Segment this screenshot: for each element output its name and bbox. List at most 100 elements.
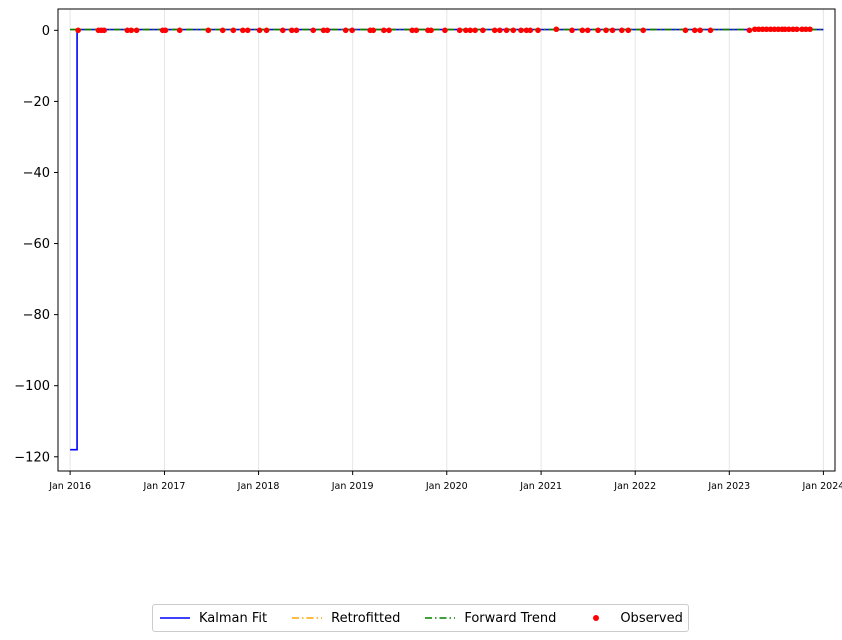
observed-point bbox=[535, 27, 541, 34]
observed-point bbox=[205, 27, 212, 34]
observed-point bbox=[782, 26, 788, 33]
observed-point bbox=[790, 26, 796, 33]
observed-point bbox=[682, 27, 689, 34]
observed-point bbox=[584, 27, 591, 34]
legend-label: Kalman Fit bbox=[199, 610, 268, 626]
observed-point bbox=[75, 27, 81, 34]
observed-point bbox=[794, 26, 800, 33]
observed-point bbox=[442, 27, 448, 34]
y-tick-label: 0 bbox=[42, 24, 50, 39]
observed-point bbox=[625, 27, 632, 34]
observed-point bbox=[240, 27, 246, 34]
legend-item-forward-trend: Forward Trend bbox=[424, 611, 556, 626]
x-tick-label: Jan 2018 bbox=[237, 481, 280, 492]
x-tick-label: Jan 2023 bbox=[707, 481, 750, 492]
observed-point bbox=[472, 27, 478, 34]
x-tick-label: Jan 2022 bbox=[613, 481, 656, 492]
observed-point bbox=[244, 27, 251, 34]
observed-point bbox=[595, 27, 601, 34]
observed-point bbox=[279, 27, 286, 34]
observed-point bbox=[381, 27, 387, 34]
x-axis: Jan 2016 Jan 2017 Jan 2018 Jan 2019 Jan 2020… bbox=[48, 471, 842, 492]
observed-point bbox=[133, 27, 140, 34]
y-tick-label: −100 bbox=[14, 379, 50, 394]
observed-point bbox=[755, 26, 762, 33]
observed-point bbox=[527, 27, 534, 34]
observed-point bbox=[523, 27, 530, 34]
observed-point bbox=[569, 27, 575, 34]
observed-point bbox=[293, 27, 300, 34]
observed-point bbox=[428, 27, 434, 34]
legend-swatch-solid-line bbox=[160, 617, 190, 619]
observed-point bbox=[510, 27, 517, 34]
legend-swatch-dashdot-line bbox=[425, 617, 456, 619]
y-tick-label: −60 bbox=[23, 237, 50, 252]
observed-point bbox=[289, 27, 295, 34]
x-tick-label: Jan 2024 bbox=[801, 481, 842, 492]
observed-point bbox=[370, 27, 377, 34]
observed-point bbox=[230, 27, 237, 34]
observed-point bbox=[786, 26, 792, 33]
observed-point bbox=[752, 26, 758, 33]
legend-item-retrofitted: Retrofitted bbox=[291, 611, 400, 626]
series-layer bbox=[70, 26, 824, 451]
legend: Kalman Fit Retrofitted Forward Trend Obs… bbox=[152, 604, 689, 632]
observed-point bbox=[320, 27, 327, 34]
observed-point bbox=[803, 26, 809, 33]
observed-point bbox=[162, 27, 169, 34]
observed-point bbox=[746, 27, 753, 34]
legend-label: Retrofitted bbox=[331, 610, 401, 626]
legend-swatch-dashdot-line bbox=[292, 617, 323, 619]
observed-point bbox=[775, 26, 782, 33]
observed-point bbox=[807, 26, 813, 33]
observed-point bbox=[342, 27, 349, 34]
observed-point bbox=[640, 27, 646, 34]
observed-point bbox=[697, 27, 703, 34]
x-tick-label: Jan 2021 bbox=[519, 481, 562, 492]
observed-point bbox=[771, 26, 778, 33]
observed-point bbox=[219, 27, 226, 34]
observed-point bbox=[386, 27, 392, 34]
observed-point bbox=[456, 27, 463, 34]
observed-point bbox=[691, 27, 698, 34]
observed-point bbox=[707, 27, 714, 34]
observed-point bbox=[579, 27, 586, 34]
y-tick-label: −40 bbox=[23, 166, 50, 181]
observed-point bbox=[799, 26, 805, 33]
observed-point bbox=[603, 27, 609, 34]
legend-label: Forward Trend bbox=[464, 610, 557, 626]
observed-point bbox=[467, 27, 474, 34]
observed-point bbox=[619, 27, 625, 34]
observed-point bbox=[310, 27, 317, 34]
observed-point bbox=[124, 27, 131, 34]
observed-point bbox=[463, 27, 469, 34]
observed-point bbox=[497, 27, 503, 34]
y-tick-label: −120 bbox=[14, 450, 50, 465]
observed-point bbox=[759, 26, 766, 33]
legend-item-kalman-fit: Kalman Fit bbox=[159, 611, 267, 626]
legend-item-observed: Observed bbox=[580, 611, 683, 626]
observed-point bbox=[491, 27, 498, 34]
observed-point bbox=[176, 27, 183, 34]
y-tick-label: −80 bbox=[23, 308, 50, 323]
observed-point bbox=[256, 27, 263, 34]
observed-point bbox=[763, 26, 770, 33]
observed-point bbox=[609, 27, 616, 34]
observed-point bbox=[101, 27, 107, 34]
observed-point bbox=[480, 27, 486, 34]
observed-point bbox=[553, 26, 560, 33]
observed-point bbox=[409, 27, 416, 34]
observed-point bbox=[767, 26, 774, 33]
observed-point bbox=[518, 27, 524, 34]
x-tick-label: Jan 2020 bbox=[425, 481, 468, 492]
legend-swatch-marker bbox=[593, 615, 600, 621]
legend-label: Observed bbox=[620, 610, 683, 626]
x-tick-label: Jan 2019 bbox=[331, 481, 374, 492]
observed-point bbox=[128, 27, 135, 34]
x-tick-label: Jan 2017 bbox=[143, 481, 186, 492]
observed-point bbox=[503, 27, 510, 34]
chart-grid bbox=[69, 9, 824, 471]
observed-point bbox=[413, 27, 420, 34]
observed-point bbox=[324, 27, 331, 34]
